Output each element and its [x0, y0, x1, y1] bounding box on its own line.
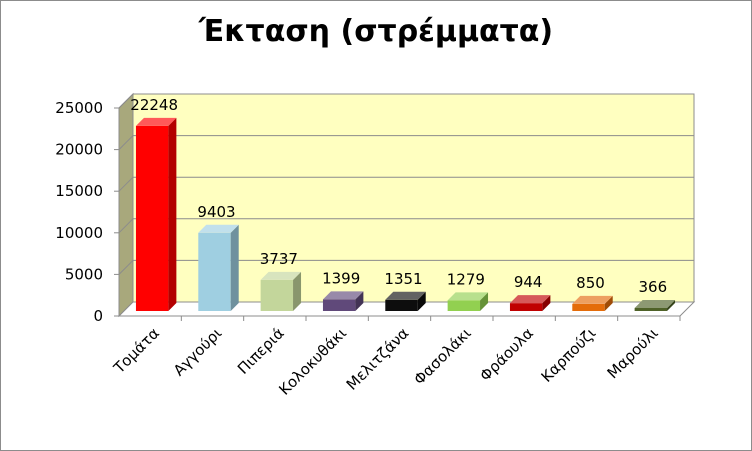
bar-front	[198, 232, 231, 311]
gridline	[118, 135, 694, 150]
y-tick-label: 0	[93, 307, 103, 325]
bar	[572, 295, 613, 311]
gridlines	[118, 93, 694, 275]
bar-top	[198, 224, 239, 233]
bar	[198, 224, 239, 311]
bar-front	[260, 279, 294, 311]
y-tick-label: 20000	[55, 141, 103, 159]
bar-side	[667, 299, 676, 311]
bar-top	[634, 299, 676, 308]
data-label: 366	[639, 278, 668, 296]
gridline	[118, 218, 694, 234]
bar-side	[604, 295, 613, 311]
bar-side	[355, 291, 364, 311]
y-tick-label: 25000	[55, 99, 103, 117]
bar-side	[417, 291, 426, 311]
x-tick-label: Φράουλα	[476, 324, 537, 385]
bar	[447, 292, 489, 311]
y-tick-label: 5000	[65, 265, 103, 283]
gridline	[118, 93, 694, 109]
x-tick-label: Κολοκυθάκι	[275, 324, 350, 399]
bar-side	[230, 224, 239, 311]
axes	[114, 107, 681, 321]
bar	[509, 295, 551, 311]
bar-side	[542, 295, 551, 311]
bar	[634, 299, 676, 311]
bar-front	[509, 303, 543, 311]
bar-front	[447, 300, 481, 311]
x-tick-label: Αγγούρι	[170, 324, 225, 379]
bar-top	[385, 291, 426, 300]
data-label: 22248	[130, 96, 178, 114]
side-wall	[118, 92, 134, 318]
bar	[322, 291, 364, 311]
x-tick-label: Πιπεριά	[234, 324, 288, 378]
gridline	[118, 176, 694, 192]
data-label: 9403	[197, 203, 235, 221]
y-tick-label: 10000	[55, 224, 103, 242]
bar	[135, 117, 177, 311]
bar-front	[322, 299, 356, 311]
bar	[260, 271, 302, 311]
gridline	[118, 259, 694, 275]
bar-side	[480, 292, 489, 311]
bar-front	[634, 307, 668, 311]
x-tick-label: Καρπούζι	[538, 324, 600, 386]
data-label: 850	[576, 274, 605, 292]
bar-top	[572, 295, 613, 304]
data-label: 1351	[384, 270, 422, 288]
bar-top	[447, 292, 489, 301]
x-tick-label: Μελιτζάνα	[343, 324, 413, 394]
bars	[135, 117, 676, 311]
bar-side	[293, 271, 302, 311]
bar-front	[135, 125, 169, 311]
bar-top	[135, 117, 177, 126]
bar-front	[385, 299, 418, 311]
data-label: 944	[514, 273, 543, 291]
bar-top	[322, 291, 364, 300]
bar-front	[572, 303, 605, 311]
data-label: 1279	[447, 270, 485, 288]
data-label: 3737	[260, 250, 298, 268]
chart-title: Έκταση (στρέμματα)	[198, 14, 554, 49]
bar-side	[168, 117, 177, 311]
data-label: 1399	[322, 269, 360, 287]
bar-top	[260, 271, 302, 280]
y-tick-label: 15000	[55, 182, 103, 200]
x-tick-label: Φασολάκι	[410, 324, 474, 388]
x-tick-label: Τομάτα	[109, 324, 163, 378]
x-tick-label: Μαρούλι	[604, 324, 662, 382]
bar-top	[509, 295, 551, 304]
bar	[385, 291, 426, 311]
